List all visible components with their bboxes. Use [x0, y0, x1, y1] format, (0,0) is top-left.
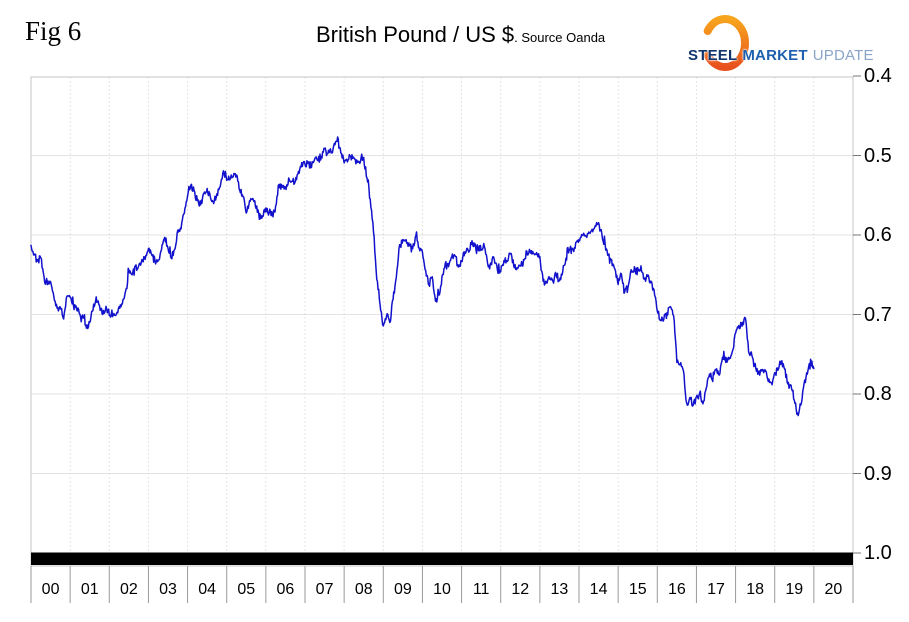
bottom-black-bar [31, 552, 853, 565]
x-axis-label: 14 [589, 581, 608, 598]
y-axis-label: 0.6 [864, 224, 892, 246]
x-axis-label: 04 [198, 581, 217, 598]
x-axis-label: 12 [511, 581, 530, 598]
x-axis-label: 07 [315, 581, 334, 598]
y-axis-label: 0.7 [864, 303, 892, 326]
x-axis-label: 03 [159, 581, 177, 598]
x-axis-label: 19 [785, 581, 804, 598]
x-axis-label: 18 [746, 581, 765, 598]
x-axis-label: 20 [824, 581, 843, 598]
x-axis-label: 17 [707, 581, 725, 598]
logo-word-steel: STEEL [688, 47, 738, 64]
steel-market-update-logo: STEEL MARKET UPDATE [686, 13, 873, 77]
logo-crescent-icon [703, 15, 749, 71]
y-axis-label: 0.8 [864, 383, 892, 405]
source-note: . Source Oanda [514, 30, 606, 45]
x-axis-label: 08 [354, 581, 373, 598]
logo-word-update: UPDATE [812, 47, 874, 64]
x-axis-label: 01 [80, 581, 99, 598]
y-axis-label: 1.0 [864, 542, 892, 564]
x-axis-label: 05 [237, 581, 256, 598]
x-axis-label: 09 [393, 581, 412, 598]
x-axis-label: 10 [433, 581, 451, 598]
x-axis-label: 15 [628, 581, 647, 598]
y-axis-label: 0.9 [864, 462, 892, 485]
x-axis-label: 16 [667, 581, 686, 598]
logo-word-market: MARKET [742, 47, 808, 64]
figure-number: Fig 6 [25, 16, 82, 46]
x-axis-label: 00 [41, 581, 60, 598]
price-line [30, 136, 815, 417]
x-axis-label: 06 [276, 581, 295, 598]
plot-border [30, 76, 854, 567]
y-axis-label: 0.5 [864, 144, 892, 167]
title-row: British Pound / US $. Source Oanda [316, 22, 605, 48]
x-axis-label: 02 [119, 581, 138, 598]
chart-title: British Pound / US $ [316, 22, 515, 47]
x-axis-label: 11 [472, 581, 490, 598]
logo-wordmark: STEEL MARKET UPDATE [688, 47, 874, 64]
x-axis-label: 13 [550, 581, 569, 598]
y-axis-label: 0.4 [864, 65, 892, 87]
